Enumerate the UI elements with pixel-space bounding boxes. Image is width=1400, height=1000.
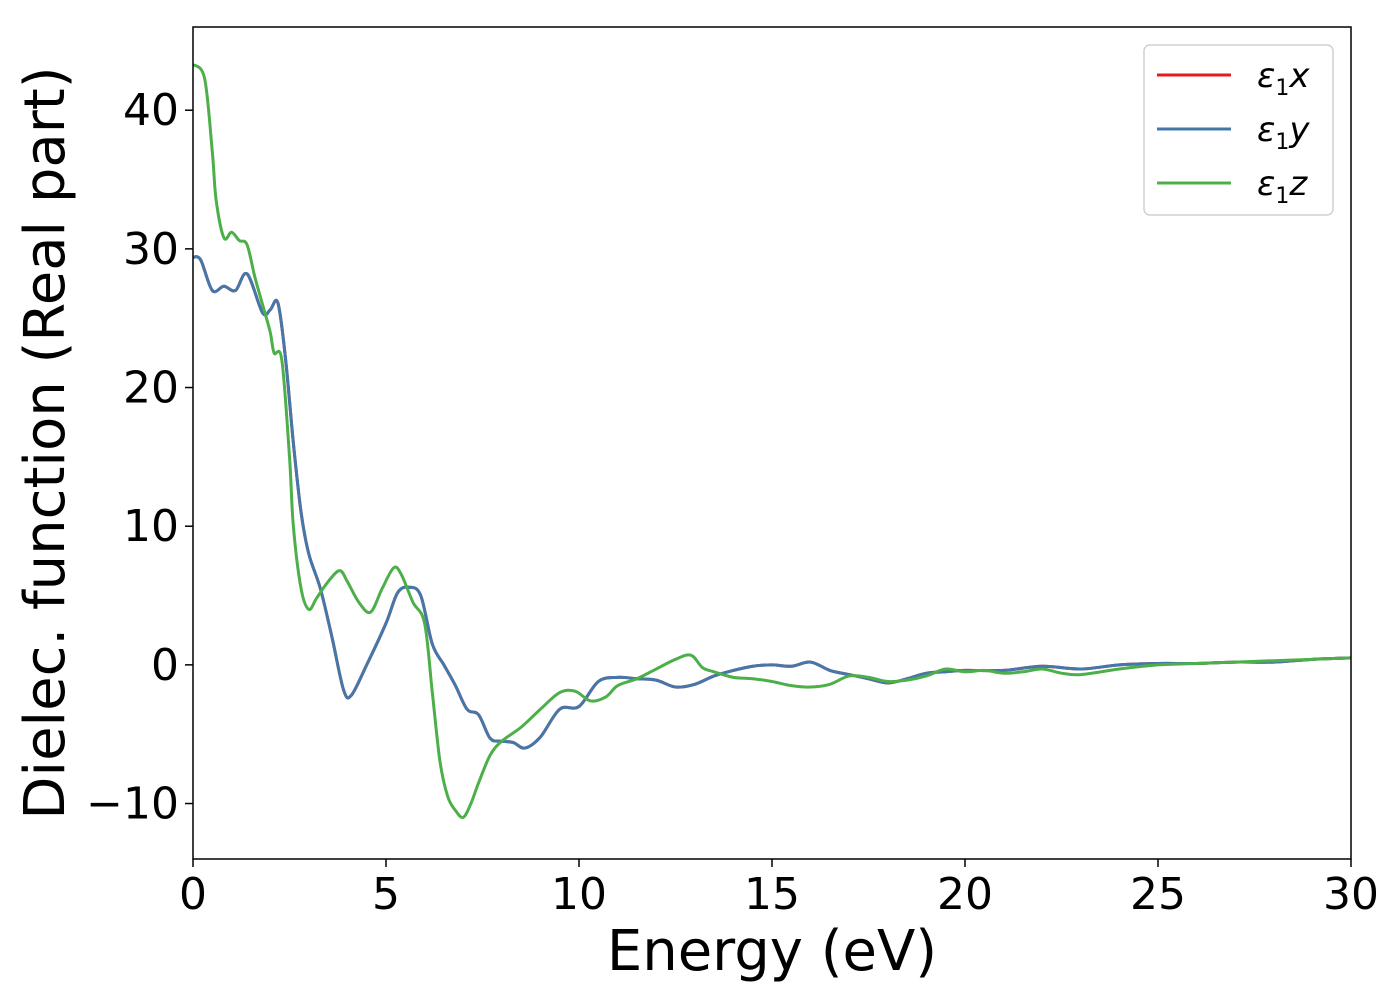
legend-label: ε1y bbox=[1257, 110, 1310, 155]
legend-box bbox=[1143, 44, 1334, 216]
series-line-2 bbox=[193, 63, 1351, 820]
y-axis-label: Dielec. function (Real part) bbox=[13, 66, 78, 819]
legend-label: ε1x bbox=[1257, 56, 1310, 101]
plot-area bbox=[192, 26, 1352, 860]
y-tick-label: 30 bbox=[123, 224, 179, 275]
y-tick-label: 0 bbox=[151, 640, 179, 691]
y-tick-label: 20 bbox=[123, 363, 179, 414]
x-axis: 0 5 10 15 20 25 30 bbox=[179, 859, 1379, 920]
y-tick-label: 10 bbox=[123, 501, 179, 552]
x-tick-label: 20 bbox=[937, 869, 993, 920]
y-tick-label: 40 bbox=[123, 85, 179, 136]
x-tick-label: 10 bbox=[551, 869, 607, 920]
y-axis: −10 0 10 20 30 40 bbox=[86, 85, 193, 830]
legend: ε1x ε1y ε1z bbox=[1143, 44, 1334, 216]
x-tick-label: 15 bbox=[744, 869, 800, 920]
series-layer bbox=[193, 63, 1351, 820]
x-axis-label: Energy (eV) bbox=[607, 919, 937, 984]
x-tick-label: 25 bbox=[1130, 869, 1186, 920]
x-tick-label: 0 bbox=[179, 869, 207, 920]
x-tick-label: 5 bbox=[372, 869, 400, 920]
y-tick-label: −10 bbox=[86, 779, 179, 830]
legend-label: ε1z bbox=[1257, 164, 1308, 209]
x-tick-label: 30 bbox=[1323, 869, 1379, 920]
